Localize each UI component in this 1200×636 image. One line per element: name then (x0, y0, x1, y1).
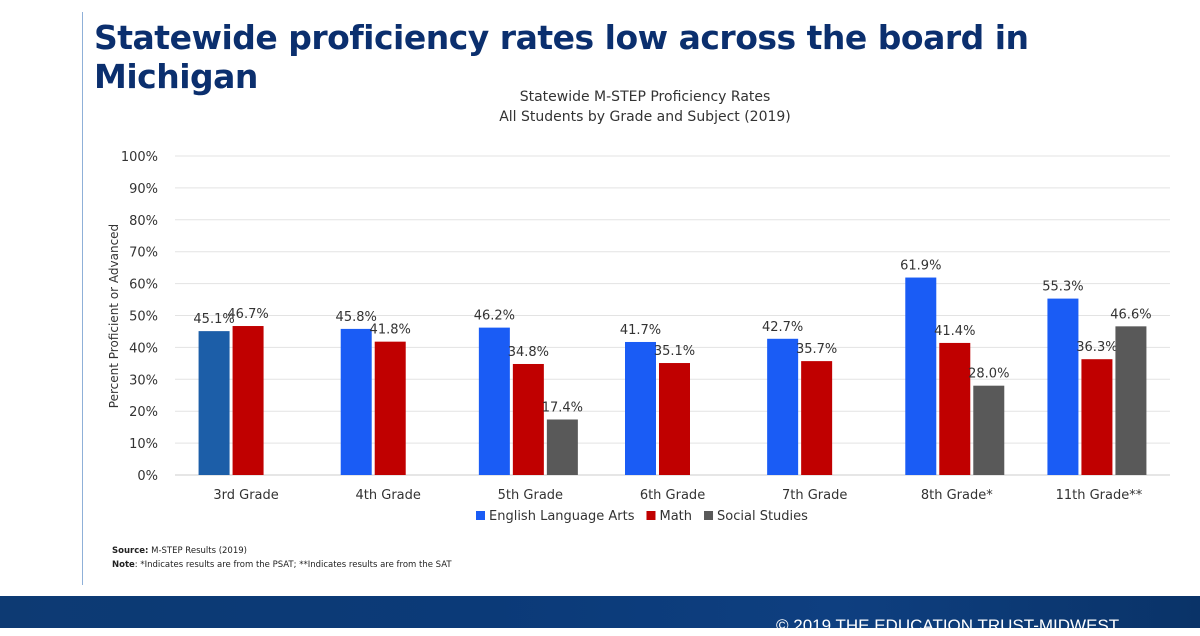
footer-banner: © 2019 THE EDUCATION TRUST-MIDWEST (0, 596, 1200, 635)
data-label: 41.7% (620, 323, 661, 338)
data-label: 46.6% (1110, 307, 1151, 322)
legend-swatch (646, 511, 656, 520)
data-label: 46.2% (474, 309, 515, 324)
y-tick-label: 80% (129, 214, 158, 229)
note-line: Note: *Indicates results are from the PS… (112, 560, 452, 570)
data-label: 41.4% (934, 324, 975, 339)
data-label: 41.8% (370, 323, 411, 338)
y-tick-label: 30% (129, 373, 158, 388)
bar-math (659, 363, 690, 475)
source-text: M-STEP Results (2019) (148, 546, 247, 556)
x-tick-label: 3rd Grade (213, 488, 278, 503)
y-tick-label: 10% (129, 437, 158, 452)
data-label: 35.1% (654, 344, 695, 359)
data-label: 45.1% (193, 312, 234, 327)
y-tick-label: 60% (129, 278, 158, 293)
chart-subtitle: All Students by Grade and Subject (2019) (499, 109, 791, 125)
bar-social-studies (546, 419, 578, 475)
legend-label: English Language Arts (489, 509, 635, 524)
bar-english-language-arts (767, 338, 799, 475)
x-tick-label: 5th Grade (498, 488, 563, 503)
data-label: 17.4% (542, 400, 583, 415)
legend-label: Math (659, 509, 692, 524)
source-line: Source: M-STEP Results (2019) (112, 546, 247, 556)
bar-math (512, 363, 544, 475)
chart-title: Statewide M-STEP Proficiency Rates (520, 89, 771, 105)
data-label: 35.7% (796, 342, 837, 357)
note-text: : *Indicates results are from the PSAT; … (134, 560, 452, 570)
y-tick-label: 50% (129, 310, 158, 325)
y-tick-label: 0% (137, 469, 158, 484)
data-label: 36.3% (1076, 340, 1117, 355)
footer-text: © 2019 THE EDUCATION TRUST-MIDWEST (776, 616, 1120, 635)
bar-social-studies (973, 385, 1005, 475)
x-tick-label: 4th Grade (356, 488, 421, 503)
data-label: 61.9% (900, 259, 941, 274)
legend-label: Social Studies (717, 509, 808, 524)
bar-english-language-arts (625, 341, 656, 475)
bar-english-language-arts (905, 277, 937, 475)
source-label: Source: (112, 546, 149, 556)
bar-chart: Statewide M-STEP Proficiency Rates All St… (107, 89, 1170, 524)
data-label: 46.7% (227, 307, 268, 322)
y-tick-label: 40% (129, 341, 158, 356)
data-label: 42.7% (762, 320, 803, 335)
data-label: 55.3% (1042, 280, 1083, 295)
divider (82, 12, 83, 585)
bar-math (1081, 359, 1113, 475)
legend-swatch (704, 511, 714, 520)
legend-swatch (476, 511, 485, 520)
data-label: 28.0% (968, 367, 1009, 382)
note-label: Note (112, 560, 135, 570)
bar-math (801, 361, 833, 475)
data-label: 34.8% (508, 345, 549, 360)
bar-math (939, 342, 971, 475)
y-axis-label: Percent Proficient or Advanced (107, 224, 121, 408)
bar-english-language-arts (1047, 298, 1079, 475)
y-tick-label: 100% (121, 150, 158, 165)
y-tick-label: 70% (129, 246, 158, 261)
x-tick-label: 11th Grade** (1056, 488, 1143, 503)
y-tick-label: 90% (129, 182, 158, 197)
bar-english-language-arts (478, 327, 510, 475)
y-tick-label: 20% (129, 405, 158, 420)
data-label: 45.8% (336, 310, 377, 325)
page-title: Statewide proficiency rates low across t… (94, 18, 1029, 96)
bar-social-studies (1115, 326, 1147, 475)
bar-math (232, 326, 264, 475)
bar-english-language-arts (340, 328, 372, 475)
x-tick-label: 8th Grade* (921, 488, 993, 503)
x-tick-label: 7th Grade (782, 488, 847, 503)
bar-english-language-arts (198, 331, 230, 475)
x-tick-label: 6th Grade (640, 488, 705, 503)
bar-math (374, 341, 406, 475)
